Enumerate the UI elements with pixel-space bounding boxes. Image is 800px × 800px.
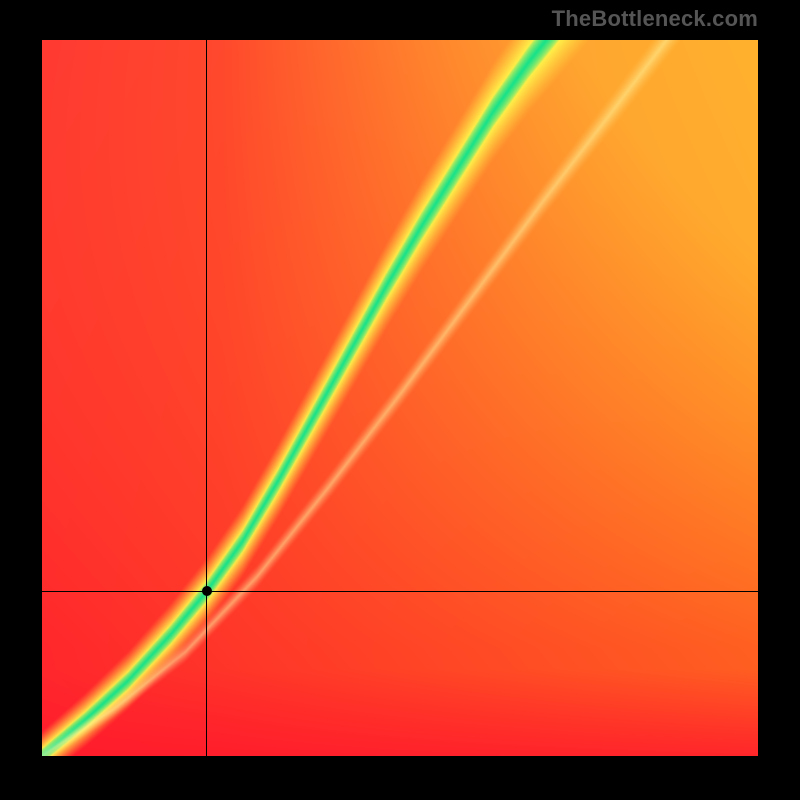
chart-container: TheBottleneck.com (0, 0, 800, 800)
marker-dot (202, 586, 212, 596)
plot-area (42, 40, 758, 756)
watermark-text: TheBottleneck.com (552, 6, 758, 32)
crosshair-horizontal (42, 591, 758, 592)
crosshair-vertical (206, 40, 207, 756)
heatmap-canvas (42, 40, 758, 756)
